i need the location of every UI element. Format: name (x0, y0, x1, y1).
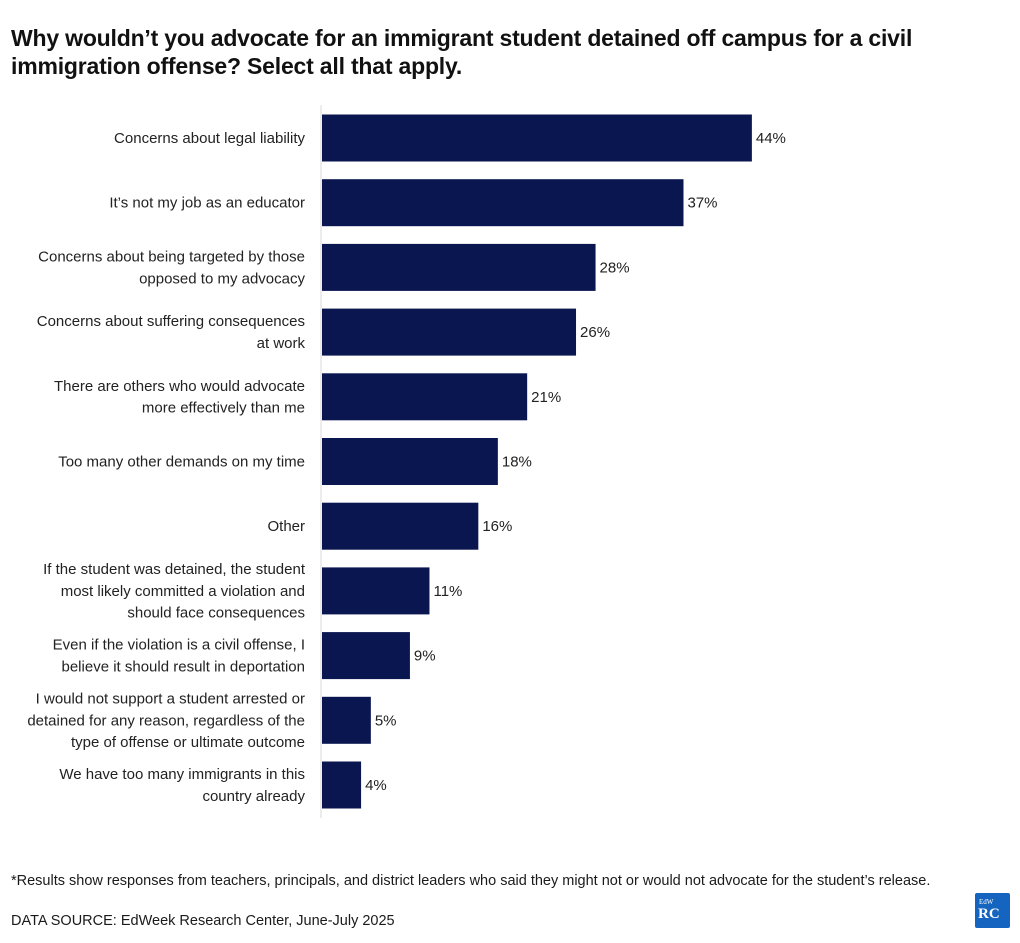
bar-value-label: 11% (433, 583, 462, 600)
category-label-line: I would not support a student arrested o… (36, 691, 305, 708)
category-label-line: should face consequences (127, 605, 305, 622)
category-label-line: We have too many immigrants in this (59, 766, 305, 783)
category-label: Even if the violation is a civil offense… (53, 637, 305, 676)
bar-value-label: 28% (600, 259, 630, 276)
category-label: It’s not my job as an educator (109, 195, 305, 212)
category-label-line: Concerns about being targeted by those (38, 249, 305, 266)
bar-value-label: 37% (687, 195, 717, 212)
category-label-line: Concerns about legal liability (114, 130, 305, 147)
category-label: There are others who would advocate more … (54, 378, 305, 417)
category-label-line: believe it should result in deportation (62, 659, 306, 676)
category-label-line: country already (202, 788, 305, 805)
category-label: I would not support a student arrested o… (27, 691, 305, 752)
bar (322, 179, 684, 227)
category-label-line: Concerns about suffering consequences (37, 313, 305, 330)
category-label-line: type of offense or ultimate outcome (71, 734, 305, 751)
footnote: *Results show responses from teachers, p… (11, 873, 931, 889)
category-label: We have too many immigrants in this count… (59, 766, 305, 805)
category-label: Too many other demands on my time (58, 454, 305, 471)
bar-value-label: 18% (502, 454, 532, 471)
category-label: Concerns about legal liability (114, 130, 305, 147)
category-label-line: Other (267, 518, 305, 535)
bar (322, 567, 430, 615)
category-label-line: There are others who would advocate (54, 378, 305, 395)
category-label: Concerns about being targeted by those op… (38, 249, 305, 288)
category-label-line: Even if the violation is a civil offense… (53, 637, 305, 654)
logo-main-text: RC (978, 906, 1000, 922)
category-label-line: detained for any reason, regardless of t… (27, 712, 305, 729)
bar (322, 502, 479, 550)
category-label-line: opposed to my advocacy (139, 270, 305, 287)
bar-value-label: 16% (482, 518, 512, 535)
bar (322, 438, 498, 485)
bars-group: 44% Concerns about legal liability 37% It’s… (27, 114, 786, 809)
bar (322, 696, 371, 744)
bar-value-label: 26% (580, 324, 610, 341)
bar-value-label: 9% (414, 648, 436, 665)
bar-value-label: 44% (756, 130, 786, 147)
edweek-research-center-logo: EdW RC (975, 893, 1010, 928)
data-source: DATA SOURCE: EdWeek Research Center, Jun… (11, 913, 395, 929)
bar-chart: 44% Concerns about legal liability 37% It’s… (27, 105, 786, 818)
category-label-line: If the student was detained, the student (43, 561, 306, 578)
category-label: If the student was detained, the student… (43, 561, 306, 622)
category-label-line: most likely committed a violation and (61, 583, 305, 600)
bar (322, 114, 752, 162)
category-label: Concerns about suffering consequences at … (37, 313, 306, 352)
bar (322, 761, 362, 809)
chart-title: Why wouldn’t you advocate for an immigra… (11, 25, 913, 79)
bar-value-label: 5% (375, 712, 397, 729)
bar (322, 632, 410, 680)
bar (322, 308, 577, 356)
bar-value-label: 21% (531, 389, 561, 406)
bar (322, 243, 596, 291)
category-label: Other (267, 518, 305, 535)
category-label-line: more effectively than me (142, 400, 305, 417)
logo-small-text: EdW (979, 898, 994, 906)
category-label-line: Too many other demands on my time (58, 454, 305, 471)
bar-value-label: 4% (365, 777, 387, 794)
category-label-line: at work (257, 335, 306, 352)
bar (322, 373, 528, 421)
category-label-line: It’s not my job as an educator (109, 195, 305, 212)
